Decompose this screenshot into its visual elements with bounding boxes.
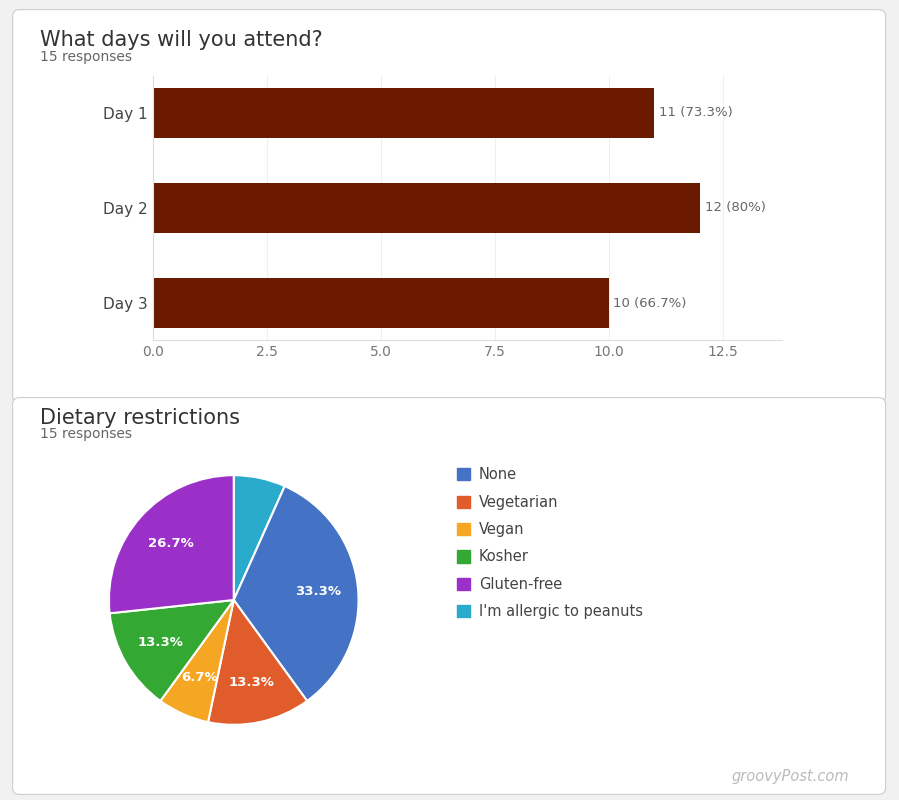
Text: What days will you attend?: What days will you attend? (40, 30, 324, 50)
Text: 15 responses: 15 responses (40, 50, 132, 64)
Text: Dietary restrictions: Dietary restrictions (40, 408, 240, 428)
Text: 10 (66.7%): 10 (66.7%) (613, 297, 687, 310)
Wedge shape (160, 600, 234, 722)
Wedge shape (208, 600, 307, 725)
Text: 6.7%: 6.7% (181, 671, 218, 684)
Bar (153, 88, 654, 138)
Text: 13.3%: 13.3% (228, 677, 274, 690)
Legend: None, Vegetarian, Vegan, Kosher, Gluten-free, I'm allergic to peanuts: None, Vegetarian, Vegan, Kosher, Gluten-… (457, 467, 643, 619)
Wedge shape (234, 475, 285, 600)
Wedge shape (109, 475, 234, 614)
Text: groovyPost.com: groovyPost.com (732, 769, 850, 784)
Wedge shape (110, 600, 234, 701)
Text: 26.7%: 26.7% (147, 537, 193, 550)
Text: 33.3%: 33.3% (295, 585, 341, 598)
Text: 15 responses: 15 responses (40, 427, 132, 442)
Bar (153, 278, 609, 328)
Text: 13.3%: 13.3% (138, 636, 183, 649)
Text: 11 (73.3%): 11 (73.3%) (659, 106, 733, 119)
Text: 12 (80%): 12 (80%) (705, 202, 765, 214)
Wedge shape (234, 486, 359, 701)
Bar (153, 183, 700, 233)
